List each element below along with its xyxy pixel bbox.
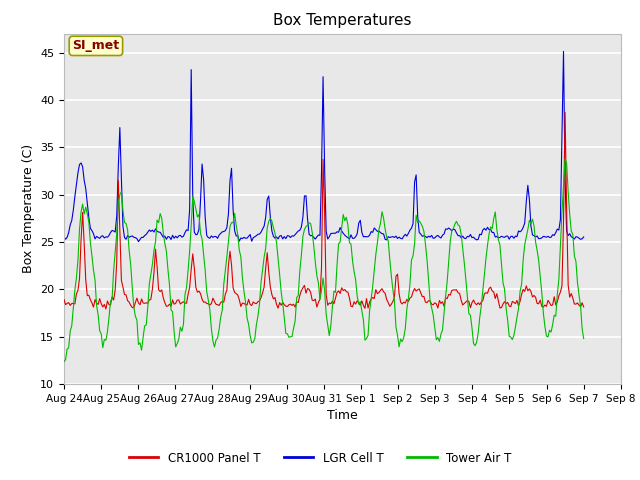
LGR Cell T [67,222,74,228]
LGR Cell T [60,234,68,240]
CR1000 Panel T [102,306,109,312]
LGR Cell T [487,227,495,232]
Tower Air T [60,359,68,364]
CR1000 Panel T [353,298,361,304]
CR1000 Panel T [487,284,495,290]
Legend: CR1000 Panel T, LGR Cell T, Tower Air T: CR1000 Panel T, LGR Cell T, Tower Air T [124,447,516,469]
X-axis label: Time: Time [327,409,358,422]
LGR Cell T [177,232,184,238]
Title: Box Temperatures: Box Temperatures [273,13,412,28]
CR1000 Panel T [493,291,500,297]
Line: Tower Air T: Tower Air T [64,159,584,361]
Tower Air T [352,277,360,283]
Tower Air T [485,231,493,237]
Tower Air T [492,209,499,215]
CR1000 Panel T [217,300,225,305]
Tower Air T [561,156,569,162]
LGR Cell T [353,231,361,237]
LGR Cell T [493,233,500,239]
LGR Cell T [134,239,142,244]
CR1000 Panel T [580,304,588,310]
CR1000 Panel T [67,302,74,308]
Tower Air T [67,328,74,334]
Tower Air T [580,336,588,341]
Tower Air T [175,336,182,342]
Line: LGR Cell T: LGR Cell T [64,51,584,241]
Tower Air T [215,326,223,332]
CR1000 Panel T [561,109,569,115]
CR1000 Panel T [177,301,184,307]
LGR Cell T [559,48,567,54]
Line: CR1000 Panel T: CR1000 Panel T [64,112,584,309]
LGR Cell T [580,234,588,240]
Y-axis label: Box Temperature (C): Box Temperature (C) [22,144,35,274]
CR1000 Panel T [60,297,68,302]
Text: SI_met: SI_met [72,39,120,52]
LGR Cell T [217,230,225,236]
